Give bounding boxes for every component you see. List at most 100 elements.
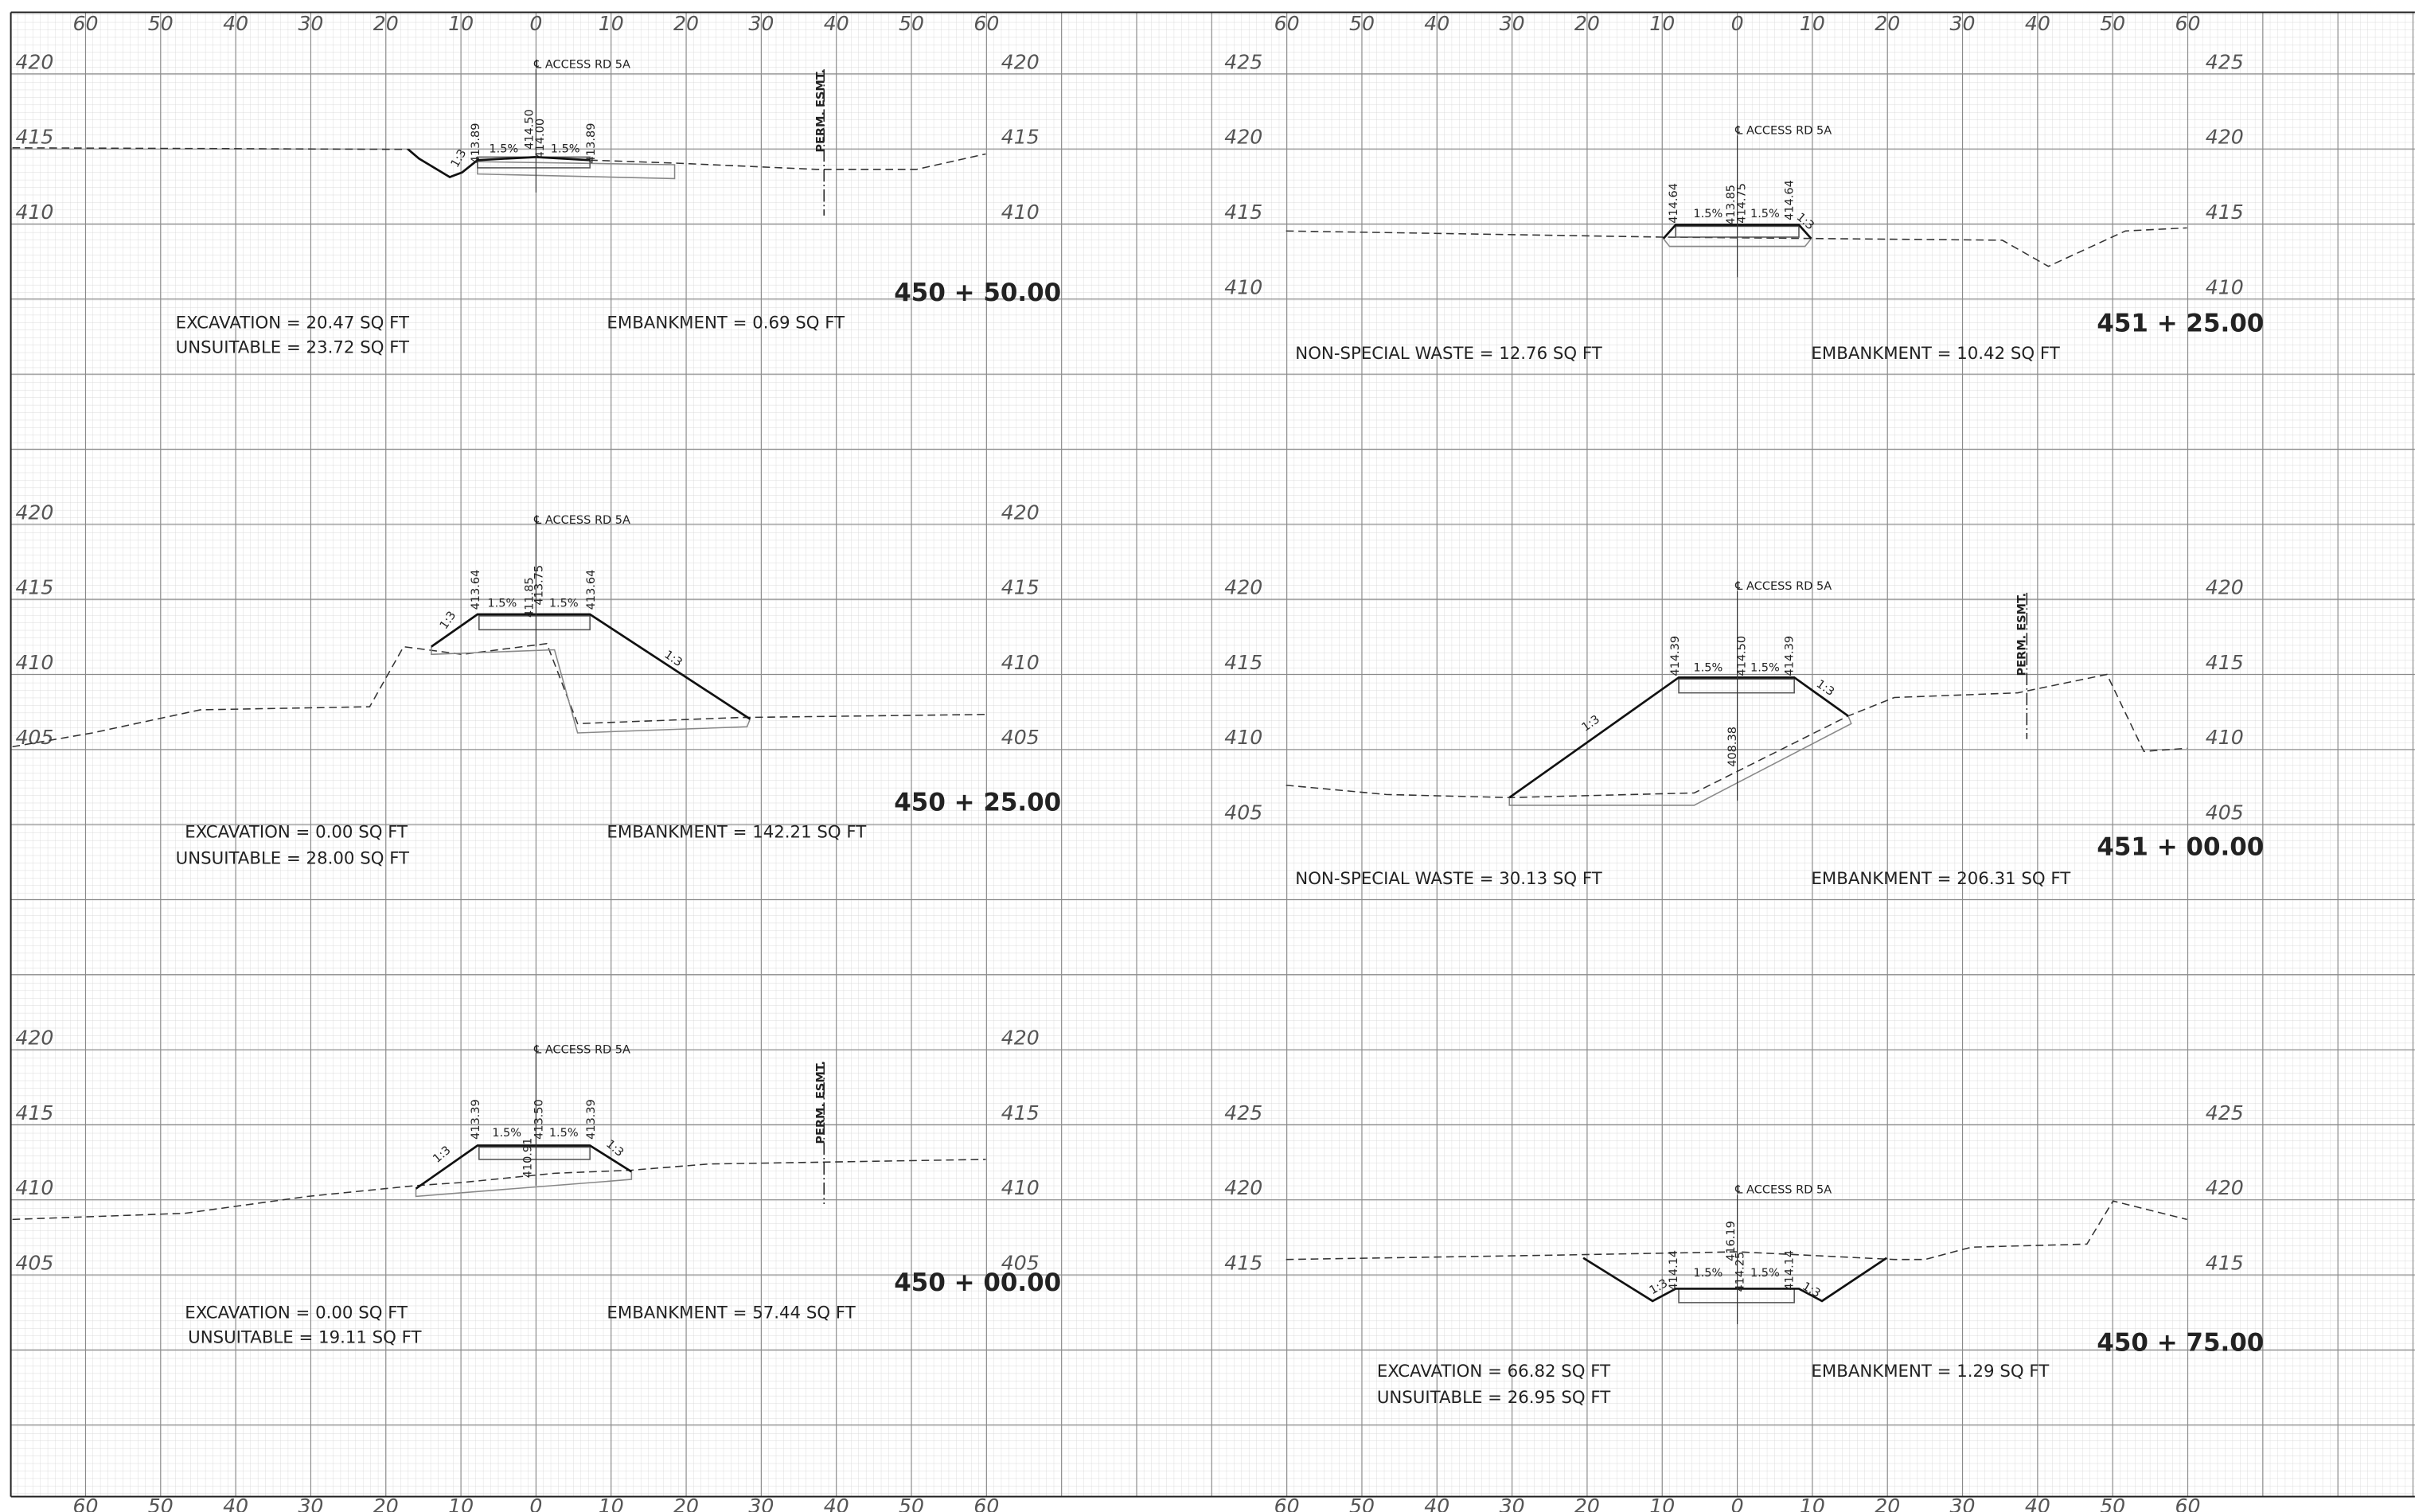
existing-ground	[12, 642, 986, 748]
elevation-label: 410	[2206, 726, 2244, 749]
elevation-label: 425	[1224, 1101, 1262, 1124]
elevation-label: 405	[2206, 801, 2244, 824]
offset-label: 0	[1731, 1494, 1744, 1512]
quantity: UNSUITABLE = 28.00 SQ FT	[176, 849, 410, 869]
pavement-box	[478, 1146, 591, 1160]
offset-label: 60	[2175, 1494, 2201, 1512]
elevation-label: 405	[15, 1251, 53, 1274]
elevation-label: 415	[2206, 651, 2244, 674]
offset-label: 40	[223, 12, 248, 35]
annotation: 414.75	[1735, 183, 1748, 224]
offset-label: 60	[1274, 12, 1300, 35]
offset-label: 20	[673, 12, 699, 35]
annotation: 414.64	[1668, 183, 1680, 224]
quantity: EMBANKMENT = 206.31 SQ FT	[1811, 869, 2071, 889]
easement-label: PERM. ESMT.	[2016, 593, 2029, 676]
annotation: 1.5%	[1693, 1267, 1722, 1280]
station-label: 450 + 50.00	[894, 279, 1061, 307]
offset-label: 0	[1731, 12, 1744, 35]
annotation: 413.89	[470, 123, 482, 164]
elevation-label: 415	[1224, 651, 1262, 674]
offset-label: 60	[1274, 1494, 1300, 1512]
subgrade-line	[431, 646, 751, 734]
elevation-label: 410	[1224, 275, 1262, 298]
annotation: 414.39	[1669, 636, 1682, 676]
elevation-label: 410	[15, 1176, 53, 1199]
pavement-box	[1678, 678, 1795, 694]
elevation-label: 415	[2206, 201, 2244, 224]
annotation: 1.5%	[1693, 208, 1722, 220]
annotation: 413.64	[470, 570, 482, 610]
elevation-label: 410	[1001, 651, 1040, 674]
annotation: 1.5%	[549, 1127, 579, 1140]
annotation: 414.14	[1668, 1250, 1680, 1291]
elevation-label: 405	[1001, 1251, 1040, 1274]
drawing: 60 60 50 50 40 40 30 30 20 20 10 10 0 0 10 10 20 20 30 30 40…	[12, 12, 2264, 1512]
elevation-label: 410	[1224, 726, 1262, 749]
elevation-label: 425	[2206, 50, 2244, 73]
elevation-label: 420	[2206, 576, 2244, 599]
elevation-label: 420	[1224, 126, 1262, 149]
offset-label: 10	[1800, 12, 1825, 35]
annotation: 414.14	[1783, 1250, 1796, 1291]
elevation-label: 410	[1001, 201, 1040, 224]
elevation-label: 410	[15, 651, 53, 674]
offset-label: 50	[899, 12, 924, 35]
annotation: 413.75	[533, 565, 545, 606]
elevation-label: 420	[1224, 1176, 1262, 1199]
quantity: EMBANKMENT = 0.69 SQ FT	[607, 313, 845, 333]
station-label: 450 + 25.00	[894, 788, 1061, 816]
subgrade-line	[1508, 715, 1852, 806]
offset-label: 60	[72, 1494, 98, 1512]
annotation: 1.5%	[1750, 208, 1780, 220]
offset-label: 30	[1950, 1494, 1976, 1512]
elevation-label: 405	[1001, 726, 1040, 749]
cross-section: 425 425 420 420 415 415 410 410 ℄ ACCESS RD 5A 41…	[1224, 50, 2264, 364]
elevation-label: 420	[1001, 50, 1040, 73]
elevation-label: 410	[1001, 1176, 1040, 1199]
annotation: 1.5%	[549, 597, 579, 610]
offset-label: 60	[973, 12, 999, 35]
annotation: 1.5%	[489, 143, 518, 156]
quantity: NON-SPECIAL WASTE = 30.13 SQ FT	[1295, 869, 1602, 889]
offset-label: 40	[1424, 12, 1449, 35]
quantity: EMBANKMENT = 142.21 SQ FT	[607, 823, 867, 843]
elevation-label: 415	[15, 1101, 53, 1124]
offset-label: 30	[298, 1494, 323, 1512]
quantity: EMBANKMENT = 1.29 SQ FT	[1811, 1362, 2050, 1381]
offset-label: 30	[1500, 1494, 1525, 1512]
offset-label: 20	[1875, 1494, 1900, 1512]
offset-label: 20	[1875, 12, 1900, 35]
quantity: UNSUITABLE = 26.95 SQ FT	[1377, 1388, 1611, 1408]
annotation: 414.64	[1783, 180, 1796, 220]
annotation: ℄ ACCESS RD 5A	[533, 1044, 630, 1057]
offset-label: 30	[1500, 12, 1525, 35]
elevation-label: 415	[1224, 1251, 1262, 1274]
annotation: ℄ ACCESS RD 5A	[1734, 580, 1832, 593]
offset-label: 10	[1800, 1494, 1825, 1512]
offset-label: 50	[1349, 12, 1375, 35]
offset-label: 40	[824, 1494, 849, 1512]
elevation-label: 420	[1224, 576, 1262, 599]
annotation: 1.5%	[551, 143, 580, 156]
station-label: 451 + 00.00	[2097, 833, 2264, 862]
elevation-label: 415	[1224, 201, 1262, 224]
elevation-label: 415	[1001, 1101, 1040, 1124]
proposed-grade	[431, 613, 751, 720]
existing-ground	[590, 153, 986, 170]
quantity: NON-SPECIAL WASTE = 12.76 SQ FT	[1295, 344, 1602, 364]
annotation: 413.39	[470, 1099, 482, 1140]
elevation-label: 415	[2206, 1251, 2244, 1274]
offset-label: 50	[1349, 1494, 1375, 1512]
annotation: ℄ ACCESS RD 5A	[1734, 124, 1832, 137]
elevation-label: 420	[2206, 1176, 2244, 1199]
offset-label: 20	[1574, 1494, 1600, 1512]
elevation-label: 415	[15, 126, 53, 149]
annotation: 1.5%	[1750, 1267, 1780, 1280]
minor-grid	[10, 12, 2415, 1497]
elevation-label: 410	[2206, 275, 2244, 298]
offset-label: 30	[748, 12, 774, 35]
annotation: 413.64	[585, 570, 598, 610]
